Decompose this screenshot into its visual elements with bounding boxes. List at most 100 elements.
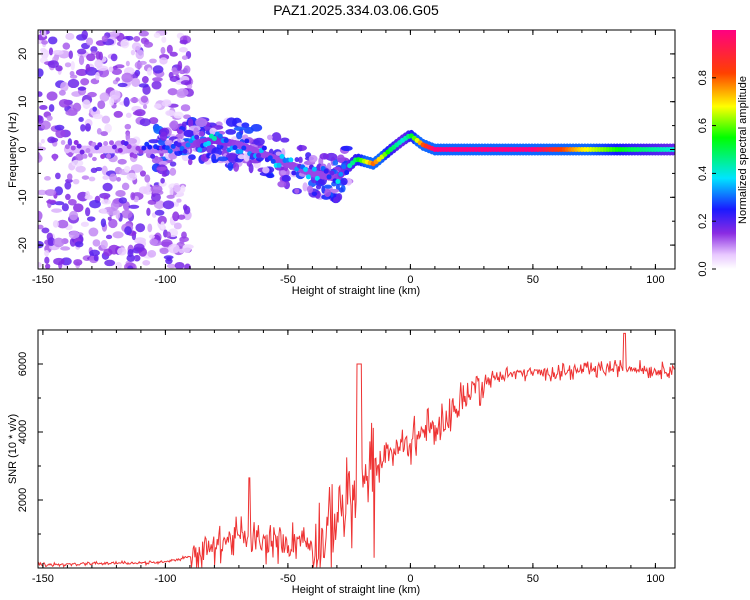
heatmap-cell bbox=[225, 117, 237, 127]
heatmap-cell bbox=[65, 109, 78, 116]
heatmap-cell bbox=[53, 237, 65, 248]
heatmap-cell bbox=[117, 82, 128, 88]
heatmap-cell bbox=[104, 259, 116, 267]
heatmap-cell bbox=[135, 49, 145, 60]
heatmap-cell bbox=[70, 60, 75, 71]
heatmap-cell bbox=[149, 238, 159, 246]
heatmap-cell bbox=[186, 84, 193, 89]
heatmap-cell bbox=[225, 129, 237, 135]
heatmap-cell bbox=[335, 178, 341, 184]
heatmap-cell bbox=[182, 244, 192, 253]
heatmap-cell bbox=[223, 137, 229, 143]
heatmap-cell bbox=[280, 170, 287, 176]
heatmap-cell bbox=[281, 174, 291, 182]
heatmap-cell bbox=[181, 121, 187, 128]
heatmap-cell bbox=[341, 164, 347, 170]
heatmap-cell bbox=[174, 201, 179, 207]
heatmap-cell bbox=[333, 197, 339, 204]
heatmap-cell bbox=[130, 49, 136, 56]
heatmap-cell bbox=[113, 110, 123, 118]
heatmap-cell bbox=[46, 199, 57, 204]
spectrogram-ylabel: Frequency (Hz) bbox=[7, 112, 19, 188]
heatmap-cell bbox=[149, 58, 157, 64]
heatmap-cell bbox=[76, 143, 82, 149]
heatmap-cell bbox=[95, 71, 100, 81]
heatmap-cell bbox=[159, 57, 168, 65]
x-tick-label: 0 bbox=[407, 573, 413, 585]
heatmap-cell bbox=[44, 249, 50, 257]
heatmap-cell bbox=[89, 249, 100, 257]
heatmap-cell bbox=[172, 69, 180, 75]
heatmap-cell bbox=[121, 72, 134, 83]
heatmap-cell bbox=[166, 256, 172, 262]
heatmap-cell bbox=[152, 65, 164, 74]
heatmap-cell bbox=[253, 137, 265, 146]
heatmap-cell bbox=[101, 35, 108, 42]
heatmap-cell bbox=[169, 161, 177, 167]
heatmap-cell bbox=[108, 218, 118, 229]
heatmap-cell bbox=[242, 134, 249, 140]
heatmap-cell bbox=[70, 145, 76, 151]
heatmap-cell bbox=[232, 145, 238, 151]
heatmap-cell bbox=[41, 227, 50, 234]
heatmap-cell bbox=[39, 105, 48, 110]
heatmap-cell bbox=[124, 226, 132, 236]
heatmap-cell bbox=[127, 265, 134, 269]
heatmap-cell bbox=[51, 208, 63, 213]
heatmap-cell bbox=[294, 188, 300, 194]
heatmap-cell bbox=[180, 104, 191, 112]
heatmap-cell bbox=[50, 137, 59, 143]
heatmap-cell bbox=[38, 240, 44, 249]
heatmap-cell bbox=[102, 175, 110, 180]
heatmap-cell bbox=[105, 234, 113, 240]
heatmap-cell bbox=[266, 173, 275, 179]
heatmap-cell bbox=[58, 89, 66, 96]
y-tick-label: 20 bbox=[17, 48, 29, 60]
x-tick-label: -100 bbox=[154, 573, 176, 585]
heatmap-cell bbox=[115, 209, 121, 220]
heatmap-cell bbox=[68, 230, 80, 239]
heatmap-cell bbox=[125, 35, 134, 41]
heatmap-cell bbox=[244, 138, 250, 144]
heatmap-cell bbox=[103, 140, 109, 146]
heatmap-cell bbox=[48, 104, 55, 112]
heatmap-cell bbox=[227, 162, 234, 171]
heatmap-cell bbox=[236, 131, 243, 140]
heatmap-cell bbox=[338, 171, 344, 177]
heatmap-cell bbox=[305, 174, 311, 180]
heatmap-cell bbox=[108, 244, 120, 255]
colorbar-tick-label: 0.4 bbox=[697, 166, 709, 181]
heatmap-cell bbox=[109, 140, 114, 146]
heatmap-cell bbox=[237, 154, 246, 160]
heatmap-cell bbox=[73, 203, 84, 213]
heatmap-cell bbox=[130, 97, 139, 103]
heatmap-cell bbox=[52, 153, 57, 162]
heatmap-cell bbox=[338, 187, 344, 193]
heatmap-cell bbox=[172, 184, 181, 193]
heatmap-cell bbox=[117, 158, 127, 165]
heatmap-cell bbox=[80, 78, 90, 86]
heatmap-cell bbox=[38, 224, 44, 230]
heatmap-cell bbox=[172, 211, 180, 222]
heatmap-cell bbox=[74, 241, 84, 248]
heatmap-cell bbox=[108, 66, 114, 73]
heatmap-cell bbox=[153, 32, 161, 39]
heatmap-cell bbox=[38, 115, 44, 124]
heatmap-cell bbox=[131, 77, 141, 88]
heatmap-cell bbox=[154, 209, 165, 216]
heatmap-cell bbox=[147, 223, 153, 233]
heatmap-cell bbox=[256, 153, 261, 159]
heatmap-cell bbox=[317, 179, 323, 185]
y-tick-label: 10 bbox=[17, 96, 29, 108]
heatmap-cell bbox=[217, 133, 223, 139]
x-tick-label: -50 bbox=[280, 274, 296, 286]
heatmap-cell bbox=[82, 153, 88, 159]
heatmap-cell bbox=[86, 53, 96, 62]
heatmap-cell bbox=[53, 257, 65, 266]
heatmap-cell bbox=[173, 111, 184, 119]
heatmap-cell bbox=[181, 231, 187, 239]
heatmap-cell bbox=[150, 184, 163, 194]
heatmap-cell bbox=[93, 254, 99, 262]
heatmap-cell bbox=[85, 63, 91, 72]
heatmap-cell bbox=[100, 131, 108, 137]
